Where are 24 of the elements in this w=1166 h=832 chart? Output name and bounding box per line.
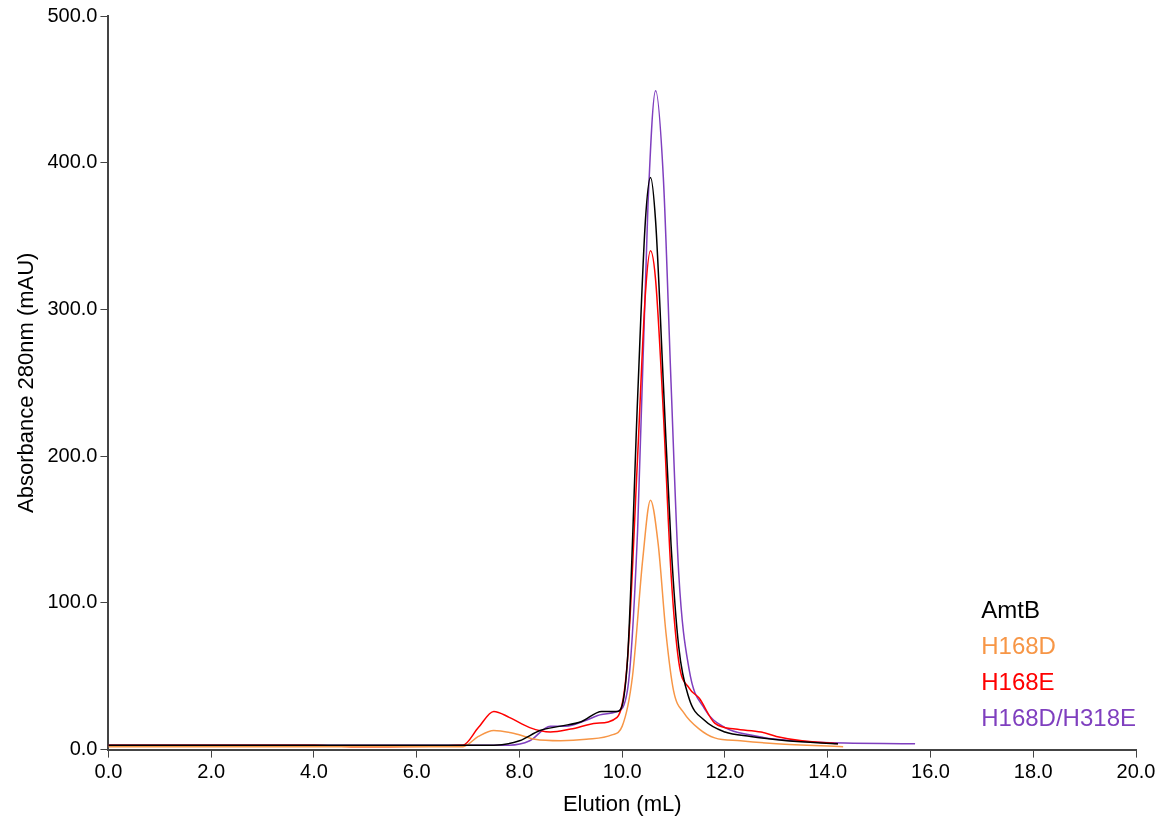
y-axis-title: Absorbance 280nm (mAU) — [13, 252, 39, 514]
y-tick-label: 0.0 — [69, 737, 98, 760]
x-tick-label: 18.0 — [1013, 760, 1053, 783]
y-tick-label: 100.0 — [47, 590, 98, 613]
x-tick-label: 12.0 — [705, 760, 745, 783]
x-axis-title: Elution (mL) — [562, 790, 682, 816]
y-tick-label: 200.0 — [47, 443, 98, 466]
y-tick-label: 500.0 — [47, 3, 98, 26]
x-tick-label: 0.0 — [94, 760, 123, 783]
x-tick-label: 2.0 — [197, 760, 226, 783]
text: H168D — [981, 632, 1056, 660]
line-series — [108, 499, 844, 748]
text: AmtB — [981, 596, 1040, 624]
y-tick-label: 300.0 — [47, 296, 98, 319]
x-tick-label: 16.0 — [911, 760, 950, 783]
x-tick-label: 20.0 — [1116, 760, 1156, 783]
x-tick-label: 14.0 — [808, 760, 848, 783]
text: H168D/H318E — [981, 704, 1137, 732]
x-tick-label: 4.0 — [300, 760, 328, 783]
y-tick-label: 400.0 — [47, 150, 98, 173]
text: H168E — [981, 668, 1055, 696]
x-tick-label: 10.0 — [602, 760, 642, 783]
x-tick-label: 6.0 — [402, 760, 431, 783]
x-tick-label: 8.0 — [505, 760, 534, 783]
